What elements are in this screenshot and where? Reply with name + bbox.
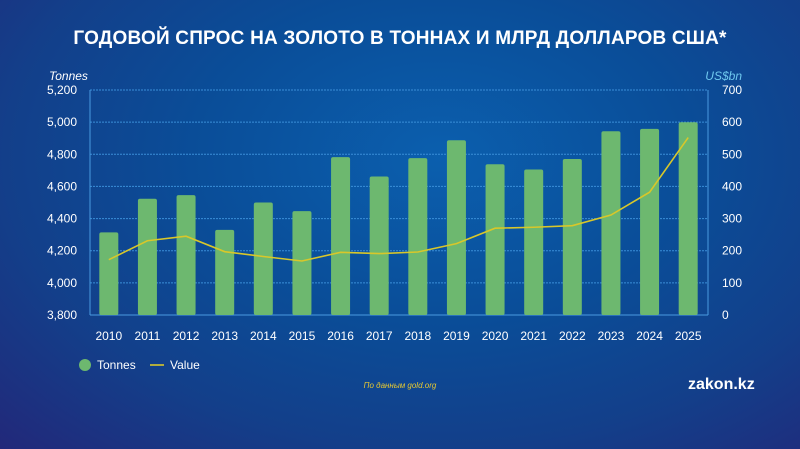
x-tick-label: 2020 bbox=[482, 329, 509, 343]
bar-2022 bbox=[562, 158, 582, 315]
left-axis-label: Tonnes bbox=[49, 69, 88, 83]
left-tick-label: 4,400 bbox=[47, 212, 77, 226]
bar-2011 bbox=[137, 198, 157, 315]
right-tick-label: 400 bbox=[722, 179, 742, 193]
x-tick-label: 2013 bbox=[211, 329, 238, 343]
x-tick-label: 2011 bbox=[135, 329, 161, 343]
x-tick-label: 2010 bbox=[95, 329, 122, 343]
x-tick-label: 2025 bbox=[675, 329, 702, 343]
right-tick-label: 0 bbox=[722, 308, 729, 322]
right-tick-label: 500 bbox=[722, 147, 742, 161]
left-tick-label: 4,800 bbox=[47, 147, 77, 161]
x-tick-label: 2016 bbox=[327, 329, 354, 343]
x-tick-label: 2015 bbox=[289, 329, 316, 343]
x-tick-label: 2012 bbox=[173, 329, 200, 343]
right-tick-label: 200 bbox=[722, 244, 742, 258]
x-tick-label: 2014 bbox=[250, 329, 277, 343]
right-axis-label: US$bn bbox=[705, 69, 742, 83]
bar-2015 bbox=[292, 211, 312, 315]
brand-logo: zakon.kz bbox=[688, 376, 755, 393]
x-tick-label: 2023 bbox=[598, 329, 625, 343]
bar-2016 bbox=[331, 157, 351, 315]
bar-2021 bbox=[524, 169, 544, 315]
x-tick-label: 2018 bbox=[404, 329, 431, 343]
right-tick-label: 600 bbox=[722, 115, 742, 129]
left-tick-label: 4,600 bbox=[47, 179, 77, 193]
bar-2019 bbox=[446, 140, 466, 315]
left-tick-label: 5,000 bbox=[47, 115, 77, 129]
chart-title: ГОДОВОЙ СПРОС НА ЗОЛОТО В ТОННАХ И МЛРД … bbox=[73, 28, 727, 49]
source-note: По данным gold.org bbox=[363, 381, 437, 390]
bar-2013 bbox=[215, 229, 235, 315]
x-tick-label: 2019 bbox=[443, 329, 470, 343]
bar-2014 bbox=[253, 202, 273, 315]
legend-value-label: Value bbox=[170, 358, 200, 372]
bar-2010 bbox=[99, 232, 119, 315]
x-tick-label: 2017 bbox=[366, 329, 393, 343]
bar-2023 bbox=[601, 131, 621, 315]
right-tick-label: 700 bbox=[722, 83, 742, 97]
bar-2017 bbox=[369, 176, 389, 315]
bar-2020 bbox=[485, 164, 505, 315]
left-tick-label: 3,800 bbox=[47, 308, 77, 322]
legend-tonnes-label: Tonnes bbox=[97, 358, 136, 372]
legend-tonnes-marker bbox=[79, 359, 91, 371]
bar-2012 bbox=[176, 195, 196, 315]
right-tick-label: 100 bbox=[722, 276, 742, 290]
bar-2024 bbox=[640, 128, 660, 315]
bar-2018 bbox=[408, 158, 428, 315]
bar-2025 bbox=[678, 122, 698, 315]
x-tick-label: 2024 bbox=[636, 329, 663, 343]
left-tick-label: 5,200 bbox=[47, 83, 77, 97]
x-tick-label: 2022 bbox=[559, 329, 586, 343]
left-tick-label: 4,200 bbox=[47, 244, 77, 258]
x-tick-label: 2021 bbox=[520, 329, 547, 343]
left-tick-label: 4,000 bbox=[47, 276, 77, 290]
value-line bbox=[108, 137, 689, 262]
right-tick-label: 300 bbox=[722, 212, 742, 226]
